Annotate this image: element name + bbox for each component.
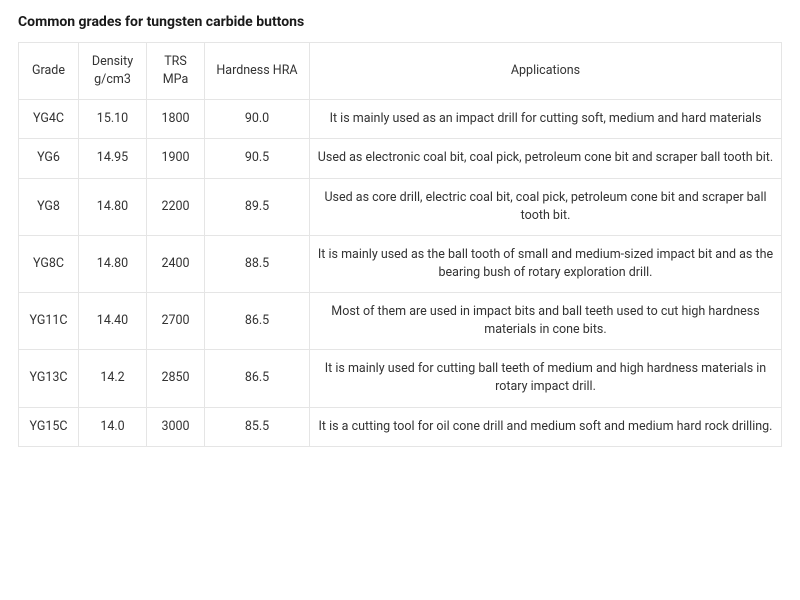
cell-grade: YG6 [19,139,79,178]
cell-applications: It is mainly used as an impact drill for… [310,100,782,139]
cell-applications: It is a cutting tool for oil cone drill … [310,407,782,446]
cell-hardness: 89.5 [205,178,310,235]
cell-density: 15.10 [79,100,147,139]
cell-density: 14.40 [79,293,147,350]
cell-grade: YG4C [19,100,79,139]
col-header-trs: TRS MPa [147,43,205,100]
cell-trs: 1800 [147,100,205,139]
cell-hardness: 85.5 [205,407,310,446]
page-title: Common grades for tungsten carbide butto… [18,14,782,30]
cell-hardness: 88.5 [205,235,310,292]
cell-hardness: 86.5 [205,293,310,350]
cell-density: 14.2 [79,350,147,407]
cell-hardness: 90.5 [205,139,310,178]
cell-trs: 1900 [147,139,205,178]
cell-grade: YG8C [19,235,79,292]
table-row: YG15C 14.0 3000 85.5 It is a cutting too… [19,407,782,446]
cell-trs: 2850 [147,350,205,407]
cell-trs: 2200 [147,178,205,235]
cell-applications: Most of them are used in impact bits and… [310,293,782,350]
cell-grade: YG8 [19,178,79,235]
table-row: YG6 14.95 1900 90.5 Used as electronic c… [19,139,782,178]
cell-density: 14.80 [79,178,147,235]
table-header-row: Grade Density g/cm3 TRS MPa Hardness HRA… [19,43,782,100]
cell-trs: 2700 [147,293,205,350]
cell-grade: YG13C [19,350,79,407]
table-row: YG4C 15.10 1800 90.0 It is mainly used a… [19,100,782,139]
cell-applications: Used as electronic coal bit, coal pick, … [310,139,782,178]
table-row: YG8 14.80 2200 89.5 Used as core drill, … [19,178,782,235]
cell-applications: It is mainly used as the ball tooth of s… [310,235,782,292]
cell-density: 14.80 [79,235,147,292]
cell-hardness: 86.5 [205,350,310,407]
table-row: YG11C 14.40 2700 86.5 Most of them are u… [19,293,782,350]
grades-table: Grade Density g/cm3 TRS MPa Hardness HRA… [18,42,782,447]
cell-applications: It is mainly used for cutting ball teeth… [310,350,782,407]
cell-density: 14.0 [79,407,147,446]
cell-applications: Used as core drill, electric coal bit, c… [310,178,782,235]
col-header-grade: Grade [19,43,79,100]
cell-grade: YG11C [19,293,79,350]
table-row: YG13C 14.2 2850 86.5 It is mainly used f… [19,350,782,407]
table-row: YG8C 14.80 2400 88.5 It is mainly used a… [19,235,782,292]
col-header-hardness: Hardness HRA [205,43,310,100]
col-header-applications: Applications [310,43,782,100]
cell-hardness: 90.0 [205,100,310,139]
cell-grade: YG15C [19,407,79,446]
cell-trs: 3000 [147,407,205,446]
cell-trs: 2400 [147,235,205,292]
cell-density: 14.95 [79,139,147,178]
col-header-density: Density g/cm3 [79,43,147,100]
